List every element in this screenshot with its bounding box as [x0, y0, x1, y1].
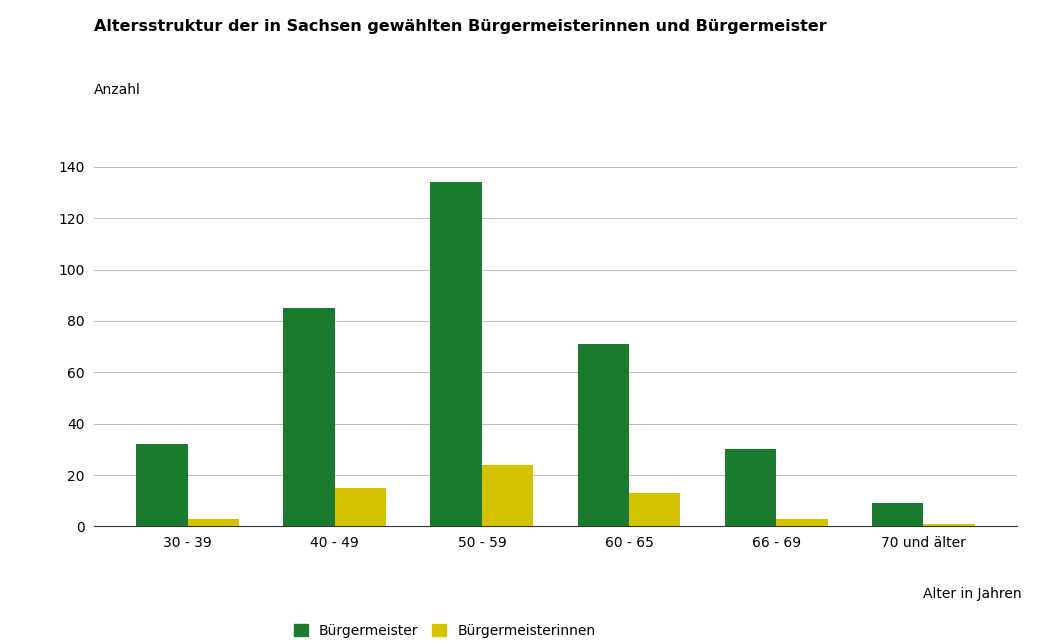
- Bar: [777, 519, 828, 526]
- Bar: [872, 503, 923, 526]
- Bar: [724, 449, 777, 526]
- Bar: [482, 465, 533, 526]
- Bar: [629, 493, 680, 526]
- Bar: [136, 444, 188, 526]
- Bar: [431, 182, 482, 526]
- Bar: [334, 488, 387, 526]
- Bar: [188, 519, 239, 526]
- Text: Altersstruktur der in Sachsen gewählten Bürgermeisterinnen und Bürgermeister: Altersstruktur der in Sachsen gewählten …: [94, 19, 827, 34]
- Text: Alter in Jahren: Alter in Jahren: [923, 587, 1022, 601]
- Legend: Bürgermeister, Bürgermeisterinnen: Bürgermeister, Bürgermeisterinnen: [288, 618, 602, 642]
- Text: Anzahl: Anzahl: [94, 83, 141, 98]
- Bar: [923, 524, 975, 526]
- Bar: [577, 344, 629, 526]
- Bar: [283, 308, 334, 526]
